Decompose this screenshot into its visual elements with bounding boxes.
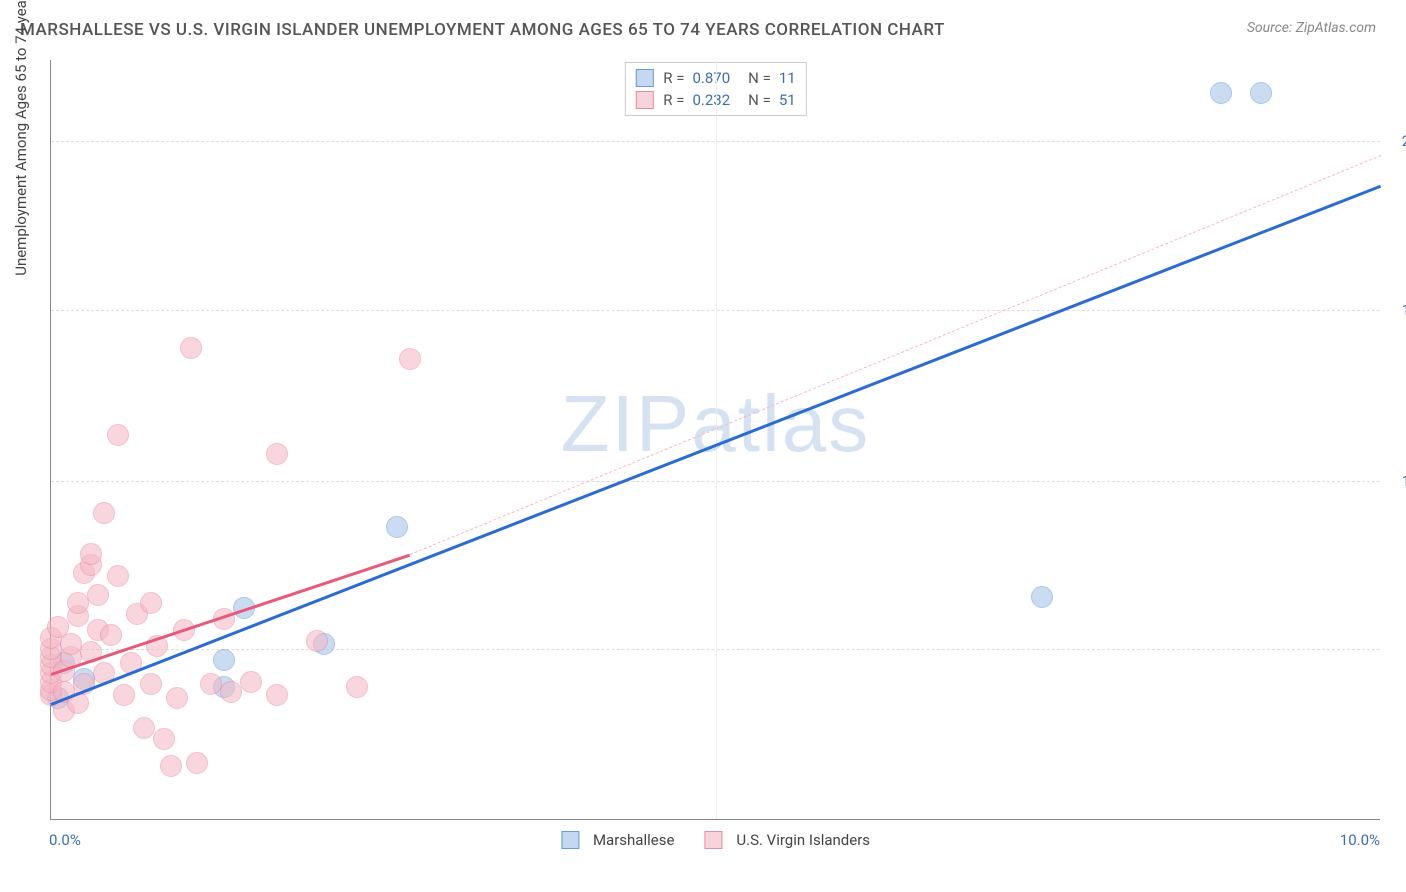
- data-point: [107, 565, 129, 587]
- data-point: [220, 681, 242, 703]
- series-name: U.S. Virgin Islanders: [736, 831, 870, 849]
- data-point: [186, 752, 208, 774]
- stat-n-value: 51: [779, 91, 796, 109]
- legend-swatch: [635, 69, 653, 87]
- stat-n-value: 11: [779, 69, 796, 87]
- data-point: [306, 630, 328, 652]
- plot-area: ZIPatlas R =0.870N =11R =0.232N =51 Mars…: [50, 60, 1380, 820]
- legend-swatch: [561, 831, 579, 849]
- data-point: [87, 584, 109, 606]
- data-point: [180, 337, 202, 359]
- data-point: [1210, 82, 1232, 104]
- stat-n-label: N =: [748, 69, 771, 87]
- stat-n-label: N =: [748, 91, 771, 109]
- x-tick-label: 10.0%: [1340, 831, 1380, 849]
- data-point: [107, 424, 129, 446]
- y-tick-label: 25.0%: [1386, 132, 1406, 150]
- data-point: [133, 717, 155, 739]
- data-point: [386, 516, 408, 538]
- data-point: [153, 728, 175, 750]
- legend-swatch: [635, 91, 653, 109]
- series-name: Marshallese: [593, 831, 674, 849]
- data-point: [399, 348, 421, 370]
- gridline-vertical: [716, 60, 717, 819]
- data-point: [113, 684, 135, 706]
- stat-r-value: 0.870: [692, 69, 730, 87]
- data-point: [140, 592, 162, 614]
- y-tick-label: 6.3%: [1386, 640, 1406, 658]
- trend-line: [410, 155, 1381, 555]
- legend-swatch: [704, 831, 722, 849]
- y-tick-label: 18.8%: [1386, 301, 1406, 319]
- data-point: [240, 671, 262, 693]
- data-point: [1250, 82, 1272, 104]
- data-point: [93, 502, 115, 524]
- chart-title: MARSHALLESE VS U.S. VIRGIN ISLANDER UNEM…: [20, 20, 945, 40]
- data-point: [200, 673, 222, 695]
- stat-r-label: R =: [663, 69, 684, 87]
- header: MARSHALLESE VS U.S. VIRGIN ISLANDER UNEM…: [0, 0, 1406, 50]
- data-point: [213, 649, 235, 671]
- data-point: [266, 684, 288, 706]
- data-point: [166, 687, 188, 709]
- stat-r-label: R =: [663, 91, 684, 109]
- data-point: [140, 673, 162, 695]
- data-point: [1031, 586, 1053, 608]
- series-legend-item: U.S. Virgin Islanders: [704, 831, 870, 849]
- x-tick-label: 0.0%: [49, 831, 81, 849]
- y-axis-label: Unemployment Among Ages 65 to 74 years: [12, 0, 30, 276]
- stat-r-value: 0.232: [692, 91, 730, 109]
- series-legend: Marshallese U.S. Virgin Islanders: [561, 831, 870, 849]
- data-point: [346, 676, 368, 698]
- source-attribution: Source: ZipAtlas.com: [1247, 20, 1376, 36]
- data-point: [67, 592, 89, 614]
- y-tick-label: 12.5%: [1386, 472, 1406, 490]
- series-legend-item: Marshallese: [561, 831, 674, 849]
- data-point: [266, 443, 288, 465]
- data-point: [100, 624, 122, 646]
- data-point: [160, 755, 182, 777]
- data-point: [60, 633, 82, 655]
- data-point: [80, 543, 102, 565]
